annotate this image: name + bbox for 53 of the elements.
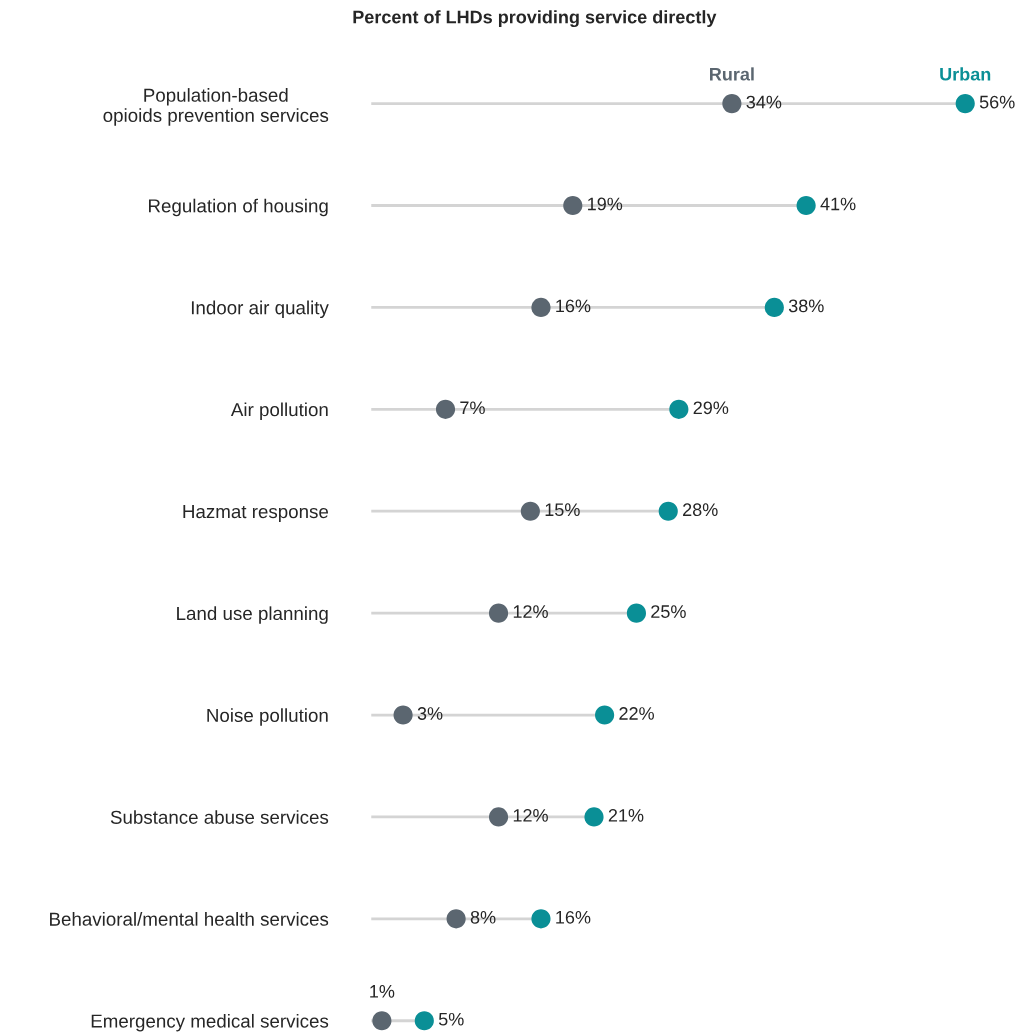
y-tick-label: Air pollution [230, 402, 328, 420]
y-tick-label: Regulation of housing [149, 198, 328, 217]
data-label: 28% [683, 503, 718, 517]
data-label: 12% [513, 808, 548, 822]
y-tick-label: Substance abuse services [110, 810, 329, 824]
point [435, 399, 456, 419]
point [563, 195, 583, 216]
data-label: 41% [820, 197, 856, 211]
data-label: 3% [417, 707, 443, 720]
y-tick-label: Land use planning [177, 606, 328, 624]
series-label: Rural [710, 67, 754, 81]
data-label: 5% [438, 1012, 464, 1026]
data-label: 38% [788, 299, 824, 313]
data-label: 29% [693, 401, 729, 415]
point [520, 501, 540, 521]
data-label: 16% [556, 299, 591, 313]
point [722, 94, 742, 114]
point [372, 1011, 392, 1031]
point [669, 399, 689, 419]
point [796, 195, 816, 216]
y-tick-label: Hazmat response [183, 505, 329, 522]
point [488, 603, 509, 623]
point [658, 501, 678, 521]
point [764, 297, 784, 317]
data-label: 25% [651, 605, 686, 618]
point [531, 909, 551, 929]
data-label: 56% [979, 95, 1015, 109]
point [446, 909, 466, 929]
data-label: 1% [370, 985, 395, 998]
data-label: 7% [460, 401, 485, 415]
data-label: 34% [746, 95, 782, 109]
data-label: 22% [619, 707, 654, 720]
y-tick-label: Noise pollution [207, 708, 328, 726]
chart-title: Percent of LHDs providing service directly [353, 10, 717, 28]
point [531, 297, 551, 317]
data-label: 15% [545, 503, 580, 517]
point [626, 603, 646, 623]
point [414, 1011, 434, 1031]
series-label: Urban [940, 67, 991, 81]
point [393, 705, 413, 725]
y-tick-label: Population-based opioids prevention services [103, 88, 329, 126]
data-label: 12% [513, 605, 548, 618]
data-label: 21% [608, 808, 644, 822]
y-tick-label: Behavioral/mental health services [50, 912, 329, 926]
data-label: 16% [556, 910, 591, 924]
point [595, 705, 615, 725]
y-tick-label: Indoor air quality [191, 300, 329, 319]
data-label: 19% [588, 197, 623, 211]
point [488, 807, 509, 827]
y-tick-label: Emergency medical services [91, 1013, 329, 1032]
data-label: 8% [470, 910, 496, 924]
point [955, 94, 975, 114]
point [584, 807, 604, 827]
